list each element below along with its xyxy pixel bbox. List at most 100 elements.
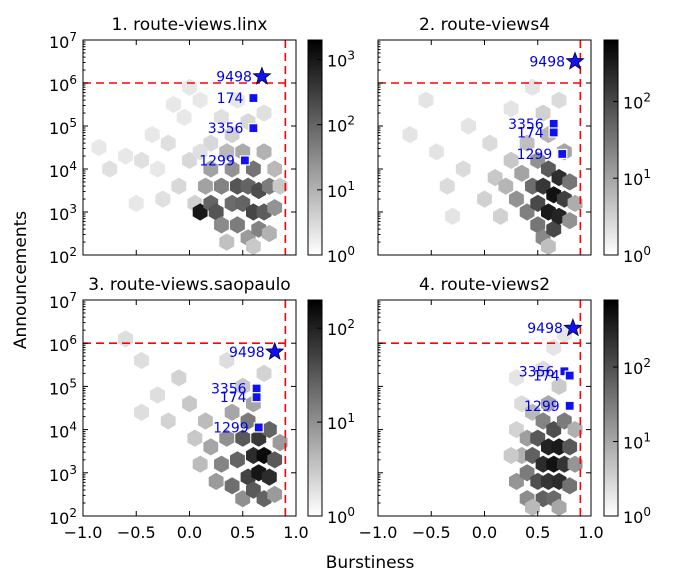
hex-cell bbox=[503, 100, 519, 118]
square-marker bbox=[564, 370, 575, 381]
hex-cell bbox=[562, 438, 578, 456]
x-tick-label: 1.0 bbox=[283, 523, 308, 542]
hex-cell bbox=[546, 220, 562, 238]
colorbar-tick-label: 101 bbox=[623, 431, 651, 453]
colorbar-tick-label: 100 bbox=[623, 244, 651, 266]
square-marker bbox=[248, 92, 259, 104]
hex-cell bbox=[203, 160, 219, 178]
hex-cell bbox=[144, 126, 160, 144]
hex-cell bbox=[203, 438, 219, 456]
hex-cell bbox=[256, 104, 272, 122]
hex-cell bbox=[160, 134, 176, 152]
hex-cell bbox=[261, 224, 277, 243]
hex-cell bbox=[214, 108, 229, 126]
colorbar-tick-label: 100 bbox=[327, 505, 355, 527]
colorbar-tick-label: 101 bbox=[623, 167, 651, 189]
y-tick-label: 106 bbox=[49, 333, 77, 355]
hex-cell bbox=[525, 78, 540, 96]
colorbar-tick-label: 102 bbox=[327, 114, 355, 136]
y-tick-label: 107 bbox=[49, 290, 77, 312]
hex-cell bbox=[455, 160, 471, 178]
square-marker bbox=[564, 400, 575, 411]
hex-cell bbox=[562, 212, 578, 230]
panel-1: 1. route-views.linx 9498 174 3356 1299 102 103… bbox=[49, 15, 355, 267]
x-tick-label: −0.5 bbox=[412, 523, 451, 542]
hex-cell bbox=[514, 164, 530, 182]
hexbin-cells bbox=[402, 78, 583, 255]
colorbar bbox=[603, 39, 619, 256]
y-tick-label: 103 bbox=[49, 202, 77, 224]
hex-cell bbox=[503, 446, 519, 465]
hex-cell bbox=[509, 369, 524, 387]
y-tick-label: 105 bbox=[49, 116, 77, 138]
hex-cell bbox=[128, 194, 144, 212]
y-tick-label: 102 bbox=[49, 245, 77, 267]
hex-cell bbox=[219, 233, 235, 251]
hex-cell bbox=[445, 207, 460, 225]
marker-label: 9498 bbox=[529, 55, 565, 71]
hex-cell bbox=[219, 429, 235, 447]
hex-cell bbox=[439, 177, 455, 195]
hex-cell bbox=[519, 134, 535, 152]
colorbar bbox=[603, 299, 619, 517]
hex-cell bbox=[267, 451, 283, 469]
marker-label: 174 bbox=[220, 390, 247, 406]
marker-label: 3356 bbox=[519, 364, 555, 380]
marker-label: 1299 bbox=[517, 147, 553, 163]
hex-cell bbox=[261, 468, 277, 486]
panel-title: 1. route-views.linx bbox=[112, 15, 268, 35]
hex-cell bbox=[461, 117, 476, 135]
star-marker bbox=[563, 317, 583, 337]
hex-cell bbox=[166, 95, 181, 114]
hex-cell bbox=[171, 177, 187, 195]
marker-label: 174 bbox=[533, 369, 560, 385]
hex-cell bbox=[118, 330, 133, 348]
x-tick-label: −1.0 bbox=[359, 523, 398, 542]
hex-cell bbox=[192, 91, 208, 109]
hex-cell bbox=[525, 498, 540, 516]
square-marker bbox=[253, 422, 264, 433]
y-tick-label: 104 bbox=[49, 420, 77, 442]
hex-cell bbox=[198, 177, 213, 195]
hex-cell bbox=[235, 377, 251, 395]
hex-cell bbox=[230, 91, 245, 109]
hex-cell bbox=[134, 351, 149, 370]
square-marker bbox=[239, 155, 250, 166]
hex-cell bbox=[224, 160, 240, 178]
x-tick-label: −1.0 bbox=[64, 523, 103, 542]
marker-label: 9498 bbox=[229, 345, 265, 361]
hex-cell bbox=[230, 216, 245, 234]
panel-title: 3. route-views.saopaulo bbox=[88, 275, 290, 295]
hex-cell bbox=[272, 434, 288, 452]
colorbar-tick-label: 102 bbox=[327, 317, 355, 339]
panel-title: 2. route-views4 bbox=[419, 15, 550, 35]
hex-cell bbox=[509, 190, 524, 208]
square-marker bbox=[251, 392, 262, 403]
hex-cell bbox=[187, 429, 203, 447]
x-tick-label: 0.0 bbox=[177, 523, 202, 542]
marker-label: 9498 bbox=[527, 321, 563, 337]
square-marker bbox=[248, 123, 259, 134]
y-tick-label: 105 bbox=[49, 376, 77, 398]
hex-cell bbox=[160, 412, 176, 430]
hex-cell bbox=[493, 207, 508, 225]
hex-cell bbox=[219, 351, 235, 370]
colorbar-tick-label: 101 bbox=[327, 179, 355, 201]
hex-cell bbox=[134, 151, 149, 169]
hex-cell bbox=[214, 177, 229, 195]
hex-cell bbox=[477, 190, 492, 208]
hex-cell bbox=[482, 134, 498, 152]
hex-cell bbox=[102, 160, 118, 178]
y-tick-label: 102 bbox=[49, 506, 77, 528]
square-marker bbox=[548, 118, 559, 129]
hex-cell bbox=[214, 216, 229, 234]
hex-cell bbox=[219, 143, 235, 161]
hex-cell bbox=[192, 455, 208, 473]
star-marker bbox=[265, 341, 285, 361]
marker-label: 9498 bbox=[216, 70, 252, 86]
panel-title: 4. route-views2 bbox=[419, 275, 550, 295]
hex-cell bbox=[235, 429, 251, 447]
hexbin-cells bbox=[118, 330, 288, 508]
